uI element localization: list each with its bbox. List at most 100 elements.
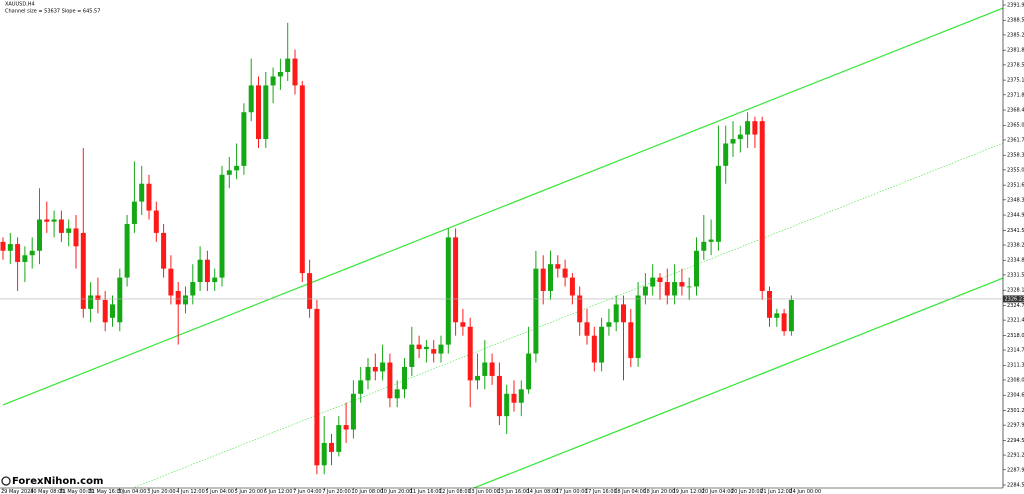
candle-body xyxy=(453,237,459,323)
x-tick-label: 31 May 00:00 xyxy=(59,489,93,494)
candle-body xyxy=(365,366,371,381)
y-tick-label: 2378.590 xyxy=(1007,62,1024,68)
y-tick-label: 2385.290 xyxy=(1007,32,1024,38)
x-tick-label: 11 Jun 16:00 xyxy=(410,489,442,494)
x-tick-label: 6 Jun 12:00 xyxy=(264,489,293,494)
x-tick-label: 10 Jun 20:00 xyxy=(381,489,413,494)
y-tick-label: 2284.590 xyxy=(1007,483,1024,489)
bid-box xyxy=(1003,295,1024,303)
candle-body xyxy=(394,389,400,399)
y-tick-label: 2351.690 xyxy=(1007,183,1024,189)
candle-body xyxy=(234,165,240,171)
y-tick-label: 2324.790 xyxy=(1007,303,1024,309)
candle-body xyxy=(307,273,313,309)
candle-body xyxy=(555,264,561,269)
x-tick-label: 12 Jun 08:00 xyxy=(439,489,471,494)
candle-body xyxy=(621,304,626,323)
y-tick-label: 2304.690 xyxy=(1007,393,1024,399)
x-tick-label: 3 Jun 20:00 xyxy=(147,489,176,494)
candle-body xyxy=(226,170,232,175)
candle-body xyxy=(788,299,794,332)
y-tick-label: 2331.590 xyxy=(1007,272,1024,278)
candle-body xyxy=(548,264,553,291)
candle-body xyxy=(642,286,648,296)
y-tick-label: 2375.190 xyxy=(1007,78,1024,84)
candle-body xyxy=(197,259,203,283)
y-tick-label: 2358.390 xyxy=(1007,153,1024,159)
candle-body xyxy=(7,244,13,251)
y-tick-label: 2348.390 xyxy=(1007,197,1024,203)
candle-body xyxy=(409,344,415,367)
candle-body xyxy=(774,313,780,318)
candle-body xyxy=(168,268,174,296)
x-tick-label: 20 Jun 04:00 xyxy=(702,489,734,494)
y-tick-label: 2301.290 xyxy=(1007,408,1024,414)
candle-body xyxy=(175,290,181,305)
candle-body xyxy=(730,139,736,144)
y-tick-label: 2308.090 xyxy=(1007,377,1024,383)
candle-body xyxy=(153,210,159,233)
x-tick-label: 13 Jun 16:00 xyxy=(497,489,529,494)
candle-body xyxy=(329,442,334,452)
y-tick-label: 2371.890 xyxy=(1007,92,1024,98)
candle-body xyxy=(190,282,196,296)
candle-body xyxy=(423,346,429,350)
candle-body xyxy=(745,121,751,135)
candle-body xyxy=(37,219,42,251)
x-tick-label: 24 Jun 00:00 xyxy=(789,489,821,494)
candle-body xyxy=(73,228,79,247)
candle-body xyxy=(314,308,320,466)
y-tick-label: 2365.090 xyxy=(1007,123,1024,129)
candle-body xyxy=(759,121,765,291)
candle-body xyxy=(694,250,699,287)
y-tick-label: 2334.890 xyxy=(1007,258,1024,264)
y-tick-label: 2361.790 xyxy=(1007,137,1024,143)
y-tick-label: 2321.490 xyxy=(1007,318,1024,324)
candle-body xyxy=(482,362,488,376)
candle-body xyxy=(372,366,378,372)
candle-body xyxy=(628,322,634,359)
candle-body xyxy=(402,366,407,390)
candle-body xyxy=(44,219,50,222)
x-tick-label: 29 May 2024 xyxy=(1,489,34,494)
symbol: XAUUSD,H4 xyxy=(5,2,35,8)
x-tick-label: 14 Jun 08:00 xyxy=(527,489,559,494)
y-tick-label: 2314.790 xyxy=(1007,348,1024,354)
candle-body xyxy=(562,268,568,278)
candle-body xyxy=(591,335,597,363)
candle-body xyxy=(131,201,137,224)
candle-body xyxy=(0,241,6,251)
candle-body xyxy=(599,326,605,363)
candle-body xyxy=(95,295,101,300)
candle-body xyxy=(358,380,364,394)
x-tick-label: 5 Jun 20:00 xyxy=(235,489,264,494)
candle-body xyxy=(161,232,167,269)
candle-body xyxy=(781,313,787,332)
candle-body xyxy=(183,295,188,305)
candle-body xyxy=(723,143,729,166)
candle-body xyxy=(526,353,532,390)
y-tick-label: 2338.290 xyxy=(1007,243,1024,249)
candle-body xyxy=(241,112,247,166)
candle-body xyxy=(489,362,495,376)
candle-body xyxy=(343,425,349,430)
bid-label: 2326.230 xyxy=(1005,296,1024,302)
y-tick-label: 2311.390 xyxy=(1007,363,1024,369)
channel-line xyxy=(2,7,1003,406)
candle-body xyxy=(613,304,619,323)
x-tick-label: 30 May 08:00 xyxy=(30,489,64,494)
candle-body xyxy=(350,393,356,430)
candle-body xyxy=(321,442,327,466)
candle-body xyxy=(110,304,115,318)
x-tick-label: 31 May 16:00 xyxy=(89,489,123,494)
candle-body xyxy=(533,268,539,354)
y-tick-label: 2287.990 xyxy=(1007,467,1024,473)
candle-body xyxy=(737,134,743,140)
candle-body xyxy=(679,282,685,287)
candle-body xyxy=(701,241,707,251)
candle-body xyxy=(715,165,721,242)
candle-body xyxy=(248,85,254,113)
candle-body xyxy=(139,183,145,202)
